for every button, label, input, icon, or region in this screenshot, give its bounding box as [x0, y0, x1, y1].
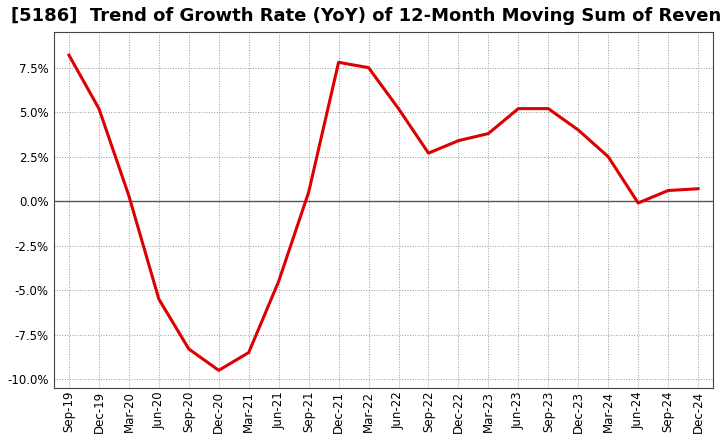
Title: [5186]  Trend of Growth Rate (YoY) of 12-Month Moving Sum of Revenues: [5186] Trend of Growth Rate (YoY) of 12-…: [11, 7, 720, 25]
